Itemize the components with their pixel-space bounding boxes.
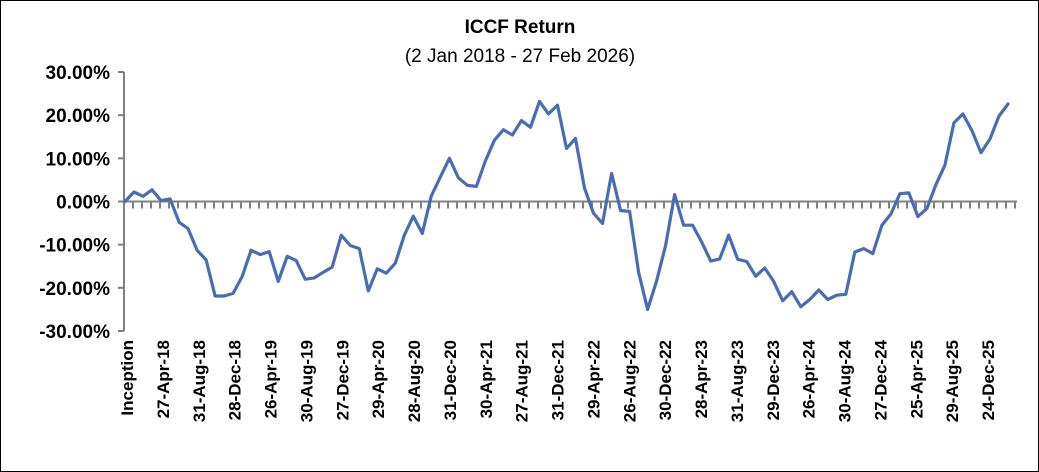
iccf-return-line: [123, 99, 1010, 311]
x-tick-label: 26-Apr-19: [262, 340, 281, 418]
x-tick-label: 27-Aug-21: [513, 340, 532, 422]
y-tick-label: 0.00%: [56, 193, 110, 214]
x-tick-label: 30-Dec-22: [656, 340, 675, 420]
x-tick-label: 27-Dec-24: [871, 339, 890, 420]
y-tick-label: -30.00%: [39, 322, 110, 343]
x-tick-label: 29-Dec-23: [764, 340, 783, 420]
x-tick-label: 26-Aug-22: [620, 340, 639, 422]
x-tick-label: 31-Aug-18: [190, 340, 209, 422]
chart-title: ICCF Return: [465, 17, 576, 38]
y-tick-label: 20.00%: [46, 106, 111, 127]
x-tick-label: 25-Apr-25: [907, 340, 926, 418]
x-tick-label: 28-Aug-20: [405, 340, 424, 422]
y-tick-label: 10.00%: [46, 149, 111, 170]
y-tick-label: -20.00%: [39, 279, 110, 300]
x-tick-label: 29-Apr-22: [584, 340, 603, 418]
x-tick-label: 31-Aug-23: [728, 340, 747, 422]
y-tick-label: -10.00%: [39, 236, 110, 257]
x-tick-label: 29-Aug-25: [943, 340, 962, 422]
x-tick-label: 26-Apr-24: [800, 339, 819, 418]
x-tick-label: 30-Apr-21: [477, 340, 496, 418]
x-tick-label: 24-Dec-25: [979, 340, 998, 420]
x-tick-label: 28-Dec-18: [226, 340, 245, 420]
x-tick-label: 27-Apr-18: [154, 340, 173, 418]
x-tick-label: 30-Aug-19: [297, 340, 316, 422]
x-tick-label: 30-Aug-24: [836, 339, 855, 422]
x-tick-label: 28-Apr-23: [692, 340, 711, 418]
x-tick-label: 31-Dec-20: [441, 340, 460, 420]
x-tick-label: Inception: [118, 340, 137, 416]
x-tick-label: 31-Dec-21: [549, 340, 568, 420]
chart-subtitle: (2 Jan 2018 - 27 Feb 2026): [405, 46, 635, 67]
y-tick-label: 30.00%: [46, 63, 111, 84]
x-tick-label: 29-Apr-20: [369, 340, 388, 418]
x-tick-label: 27-Dec-19: [333, 340, 352, 420]
